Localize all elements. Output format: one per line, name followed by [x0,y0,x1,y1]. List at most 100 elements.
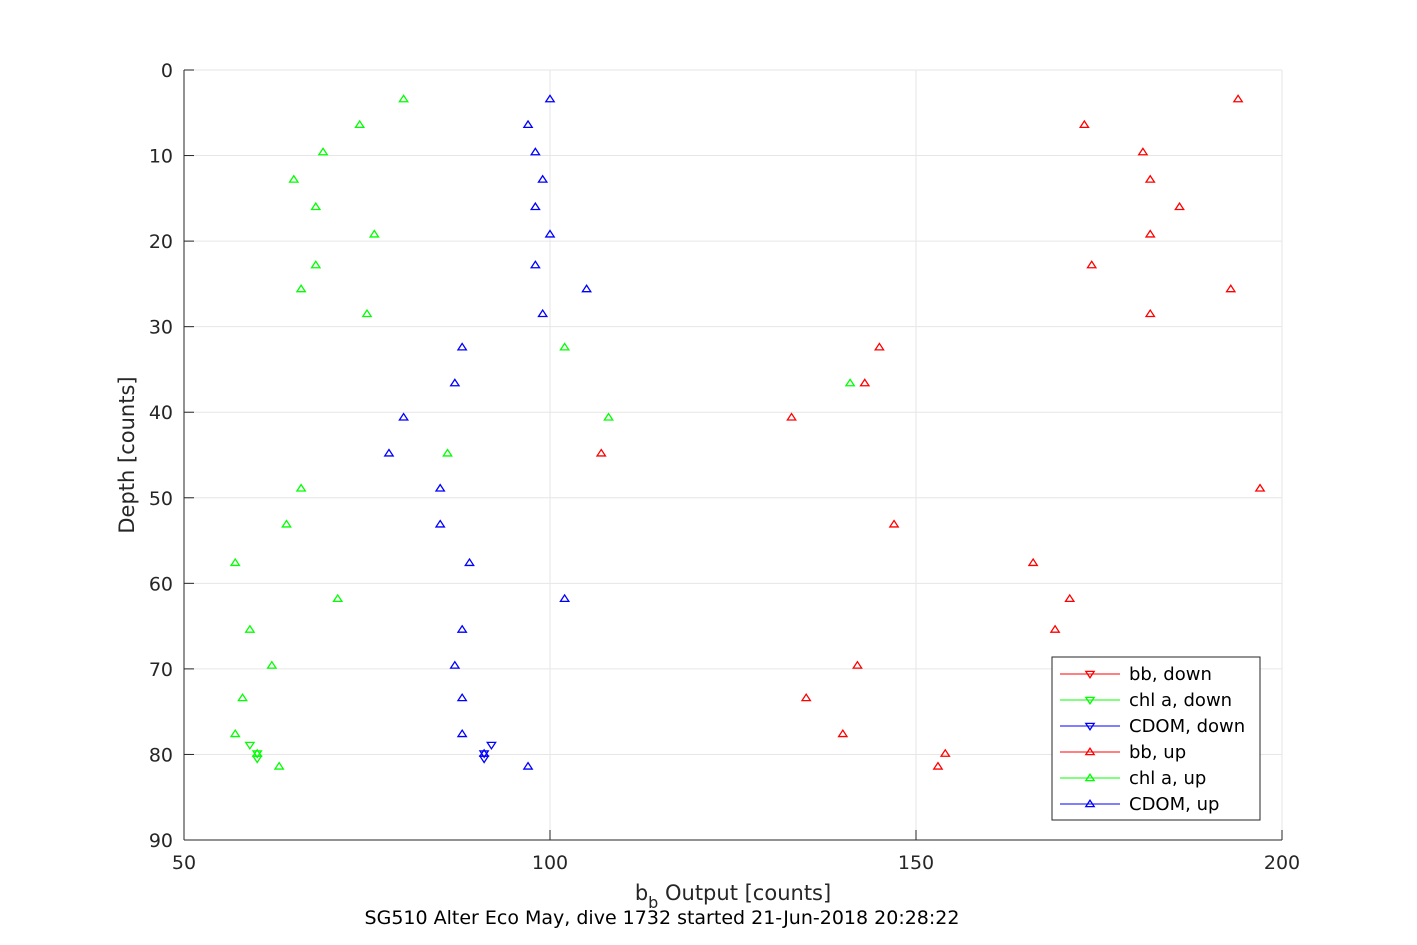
y-tick-label: 70 [149,659,173,681]
legend-marker-cdom-up [1084,799,1096,808]
point-chl-a-up [295,483,307,492]
point-cdom-up [478,748,490,757]
y-tick-label: 80 [149,744,173,766]
legend-label-bb-up: bb, up [1129,742,1186,763]
point-cdom-up [522,761,534,770]
point-bb-up [859,378,871,387]
point-bb-up [1086,260,1098,269]
point-bb-up [852,660,863,669]
legend-label-cdom-down: CDOM, down [1129,716,1245,737]
axes [183,69,1283,841]
point-cdom-up [529,201,541,211]
legend-marker-chl-a-up [1084,773,1096,782]
point-bb-up [837,728,849,738]
legend-box [1051,656,1261,821]
point-chl-a-up [288,174,300,183]
point-bb-up [1027,557,1039,567]
y-tick-label: 10 [149,146,173,168]
point-bb-up [873,342,885,351]
point-cdom-up [449,660,461,669]
point-bb-up [1144,174,1156,183]
point-bb-up [1225,284,1237,293]
point-bb-up [786,412,797,421]
point-chl-a-up [244,624,256,633]
point-chl-a-up [317,147,329,156]
legend-label-chl-a-up: chl a, up [1129,768,1206,789]
point-cdom-up [529,147,541,156]
point-bb-up [1064,593,1076,603]
point-chl-a-up [237,693,248,702]
point-bb-up [1144,308,1156,318]
point-cdom-up [522,119,534,129]
point-cdom-up [464,557,475,567]
tick-labels: 50 100 150 200 0 10 20 30 40 50 60 70 80 90 [149,60,1300,874]
point-chl-a-down [244,741,256,751]
point-cdom-up [434,483,446,492]
point-chl-a-up [281,519,292,528]
point-chl-a-up [229,728,241,738]
legend-label-bb-down: bb, down [1129,664,1212,685]
point-chl-a-up [310,201,322,211]
point-cdom-up [456,624,468,633]
point-cdom-up [383,448,395,457]
legend-marker-chl-a-down [1084,696,1096,705]
x-tick-label: 200 [1264,852,1300,874]
point-chl-a-up [368,229,380,238]
point-bb-up [932,761,944,770]
y-tick-label: 50 [149,488,173,510]
data-points [229,94,1266,770]
legend-marker-cdom-down [1084,722,1096,731]
y-tick-label: 90 [149,830,173,852]
point-chl-a-up [361,308,373,318]
point-bb-up [1232,94,1244,103]
point-cdom-up [537,174,549,183]
point-chl-a-up [332,593,344,603]
point-chl-a-up [603,412,614,421]
point-cdom-up [544,229,556,238]
point-cdom-up [537,308,549,318]
chart-title: SG510 Alter Eco May, dive 1732 started 2… [365,907,960,929]
legend-label-cdom-up: CDOM, up [1129,794,1219,815]
x-axis-label: bb Output [counts] [635,881,831,912]
point-cdom-up [456,728,468,738]
point-cdom-up [559,593,571,603]
point-chl-a-up [273,761,285,770]
point-chl-a-up [398,94,410,103]
point-bb-up [1174,201,1185,211]
point-chl-a-up [295,284,307,293]
legend-marker-bb-up [1084,747,1096,756]
legend: bb, down chl a, down CDOM, down bb, up chl a… [1051,656,1261,821]
point-bb-up [939,748,951,757]
point-chl-a-up [229,557,241,567]
y-tick-label: 0 [161,60,173,82]
legend-label-chl-a-down: chl a, down [1129,690,1232,711]
y-axis-label: Depth [counts] [115,376,139,533]
point-bb-up [1144,229,1156,238]
point-cdom-up [456,693,468,702]
point-chl-a-up [354,119,366,129]
y-tick-label: 20 [149,231,173,253]
point-chl-a-up [251,748,263,757]
point-bb-up [1049,624,1061,633]
point-cdom-up [434,519,446,528]
y-tick-label: 60 [149,573,173,595]
x-axis-label-rest: Output [counts] [658,881,831,905]
point-chl-a-up [844,378,856,387]
x-axis-label-subscript: b [648,893,658,912]
point-cdom-up [544,94,556,103]
point-bb-up [1078,119,1090,129]
point-bb-up [1137,147,1149,156]
y-tick-label: 40 [149,402,173,424]
point-cdom-up [398,412,410,421]
point-chl-a-up [266,660,278,669]
point-bb-up [595,448,607,457]
point-cdom-up [581,284,593,293]
point-bb-up [1254,483,1266,492]
point-chl-a-up [559,342,571,351]
point-bb-up [888,519,900,528]
legend-marker-bb-down [1084,670,1096,679]
point-cdom-up [456,342,468,351]
point-cdom-up [449,378,461,387]
x-tick-label: 150 [898,852,934,874]
